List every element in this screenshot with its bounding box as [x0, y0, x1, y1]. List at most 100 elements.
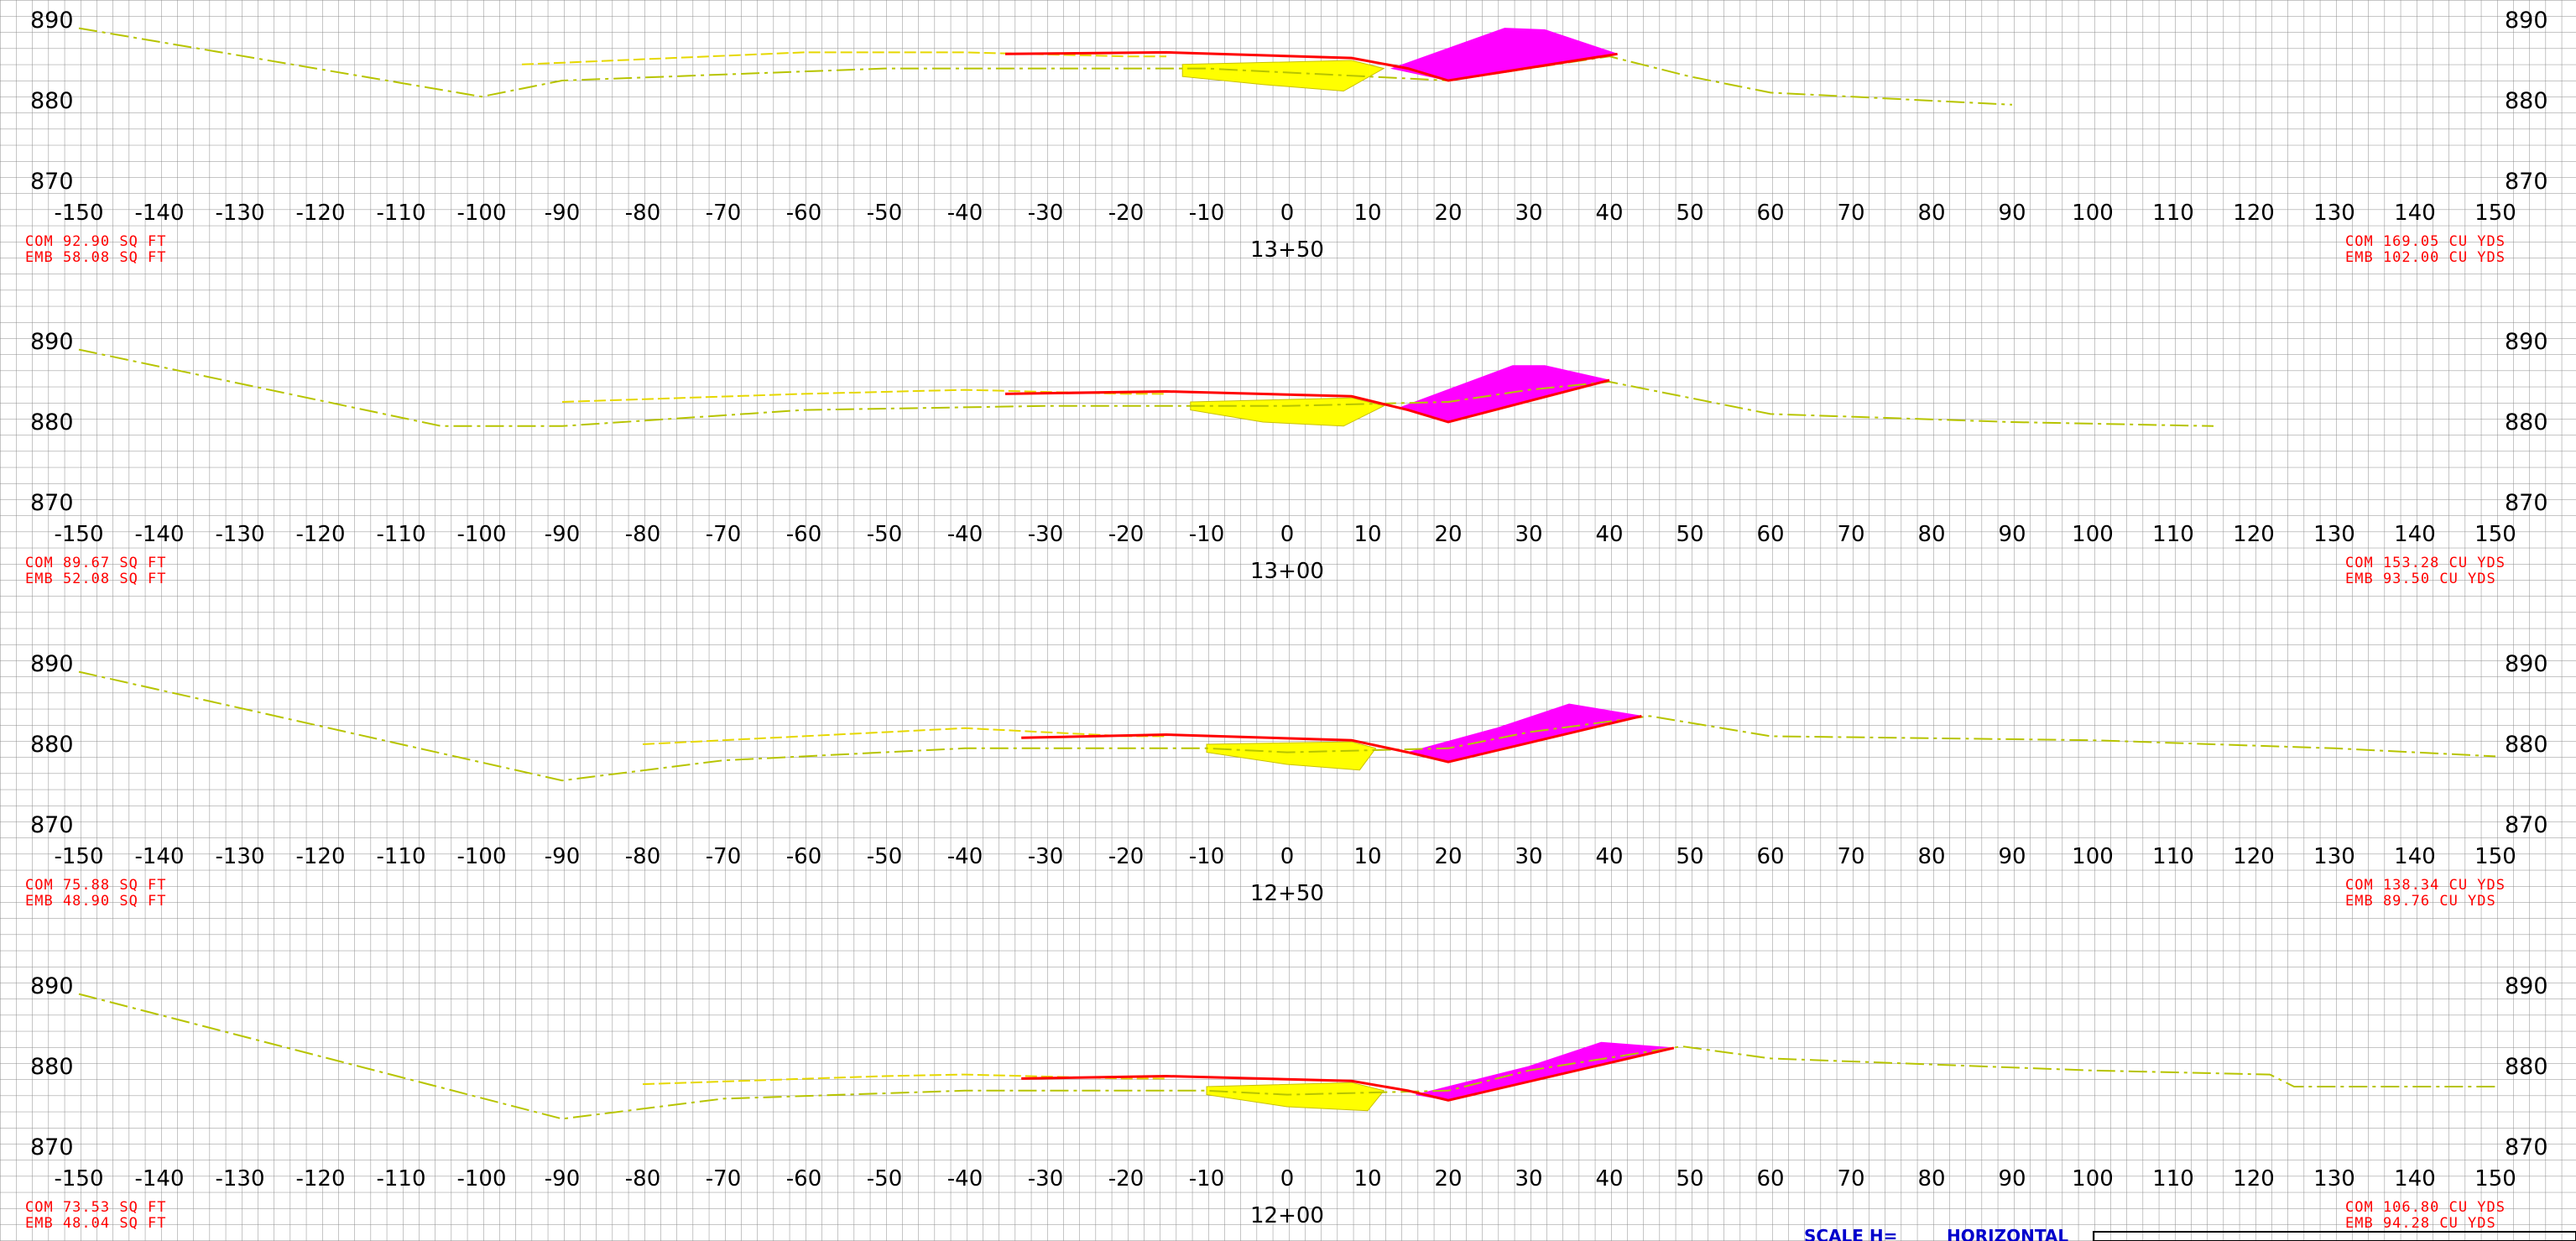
offset-label: 30	[1515, 1166, 1542, 1191]
design-template-line	[1004, 50, 1618, 82]
offset-label: -30	[1028, 1166, 1063, 1191]
station-label: 12+00	[1250, 1203, 1324, 1228]
offset-label: 150	[2474, 201, 2516, 226]
offset-label: -130	[215, 522, 264, 547]
offset-label: -140	[134, 201, 184, 226]
offset-label: 10	[1353, 844, 1381, 869]
offset-label: -30	[1028, 844, 1063, 869]
offset-label: 40	[1595, 844, 1623, 869]
offset-label: 70	[1837, 1166, 1864, 1191]
offset-label: -120	[295, 1166, 345, 1191]
offset-label: -120	[295, 522, 345, 547]
offset-label: -30	[1028, 201, 1063, 226]
offset-label: -80	[625, 201, 660, 226]
offset-label: 110	[2152, 522, 2194, 547]
offset-label: 130	[2313, 522, 2355, 547]
offset-label: 110	[2152, 844, 2194, 869]
offset-label: 30	[1515, 522, 1542, 547]
offset-label: 120	[2233, 1166, 2275, 1191]
offset-label: -10	[1189, 1166, 1224, 1191]
offset-label: 40	[1595, 522, 1623, 547]
offset-label: 150	[2474, 522, 2516, 547]
design-template-line	[1021, 714, 1642, 764]
offset-label: -80	[625, 1166, 660, 1191]
offset-label: -90	[545, 844, 580, 869]
offset-label: 0	[1280, 522, 1295, 547]
existing-ground-line	[78, 993, 2495, 1120]
elev-label-870-right: 870	[2505, 1134, 2548, 1160]
offset-label: 140	[2394, 201, 2436, 226]
offset-label: -60	[786, 1166, 821, 1191]
offset-label: 20	[1434, 844, 1462, 869]
volume-com: COM 106.80 CU YDS	[2345, 1199, 2506, 1216]
offset-label: 130	[2313, 201, 2355, 226]
elev-label-870-right: 870	[2505, 169, 2548, 195]
offset-label: -110	[376, 522, 425, 547]
offset-label: 130	[2313, 844, 2355, 869]
offset-label: 140	[2394, 1166, 2436, 1191]
cross-section-13+50: 890 890 880 880 870 870 -150 -140 -130 -120 -110 -1…	[25, 8, 2548, 266]
offset-label: 20	[1434, 201, 1462, 226]
offset-label: -40	[947, 201, 983, 226]
cross-section-12+50: 890 890 880 880 870 870 -150 -140 -130 -120 -110 -1…	[25, 651, 2548, 910]
existing-ground-line	[78, 27, 2013, 106]
offset-label: -90	[545, 1166, 580, 1191]
area-emb: EMB 48.90 SQ FT	[25, 893, 167, 910]
offset-label: -20	[1108, 844, 1144, 869]
embankment-area	[1206, 1082, 1385, 1112]
title-block-frame	[2093, 1231, 2576, 1241]
elev-label-870-left: 870	[30, 490, 74, 516]
offset-label: -10	[1189, 844, 1224, 869]
offset-label: -120	[295, 201, 345, 226]
offset-label: 40	[1595, 1166, 1623, 1191]
offset-label: -140	[134, 522, 184, 547]
elev-label-880-left: 880	[30, 1054, 74, 1080]
elev-label-890-right: 890	[2505, 651, 2548, 677]
offset-label: -50	[867, 201, 902, 226]
offset-label: 40	[1595, 201, 1623, 226]
offset-label: 80	[1917, 522, 1945, 547]
station-label: 13+50	[1250, 237, 1324, 263]
offset-label: -130	[215, 201, 264, 226]
offset-label: 110	[2152, 201, 2194, 226]
offset-label: 0	[1280, 201, 1295, 226]
offset-label: -20	[1108, 201, 1144, 226]
elev-label-880-right: 880	[2505, 409, 2548, 435]
offset-label: 50	[1676, 1166, 1703, 1191]
offset-label: 10	[1353, 1166, 1381, 1191]
offset-label: 50	[1676, 522, 1703, 547]
offset-label: 90	[1998, 201, 2026, 226]
elev-label-890-right: 890	[2505, 973, 2548, 999]
offset-label: -100	[456, 844, 506, 869]
offset-label: -140	[134, 1166, 184, 1191]
offset-label: -100	[456, 201, 506, 226]
offset-label: -130	[215, 844, 264, 869]
offset-label: -60	[786, 201, 821, 226]
offset-label: 70	[1837, 201, 1864, 226]
offset-label: -70	[706, 844, 741, 869]
scale-type: HORIZONTAL	[1947, 1226, 2068, 1241]
area-emb: EMB 58.08 SQ FT	[25, 249, 167, 266]
offset-label: -150	[54, 201, 103, 226]
scale-label: SCALE H=	[1804, 1226, 1897, 1241]
elev-label-890-right: 890	[2505, 329, 2548, 355]
offset-label: 90	[1998, 844, 2026, 869]
elev-label-870-right: 870	[2505, 490, 2548, 516]
offset-label: 120	[2233, 522, 2275, 547]
offset-label: -110	[376, 1166, 425, 1191]
offset-label: 60	[1756, 844, 1784, 869]
offset-label: 100	[2072, 201, 2114, 226]
offset-label: -70	[706, 1166, 741, 1191]
offset-label: 110	[2152, 1166, 2194, 1191]
offset-label: -70	[706, 522, 741, 547]
offset-label: -50	[867, 1166, 902, 1191]
elev-label-890-left: 890	[30, 329, 74, 355]
offset-label: 120	[2233, 844, 2275, 869]
offset-label: 50	[1676, 201, 1703, 226]
offset-label: -40	[947, 522, 983, 547]
offset-label: 60	[1756, 201, 1784, 226]
offset-label: -40	[947, 844, 983, 869]
offset-label: -60	[786, 844, 821, 869]
offset-label: 100	[2072, 522, 2114, 547]
